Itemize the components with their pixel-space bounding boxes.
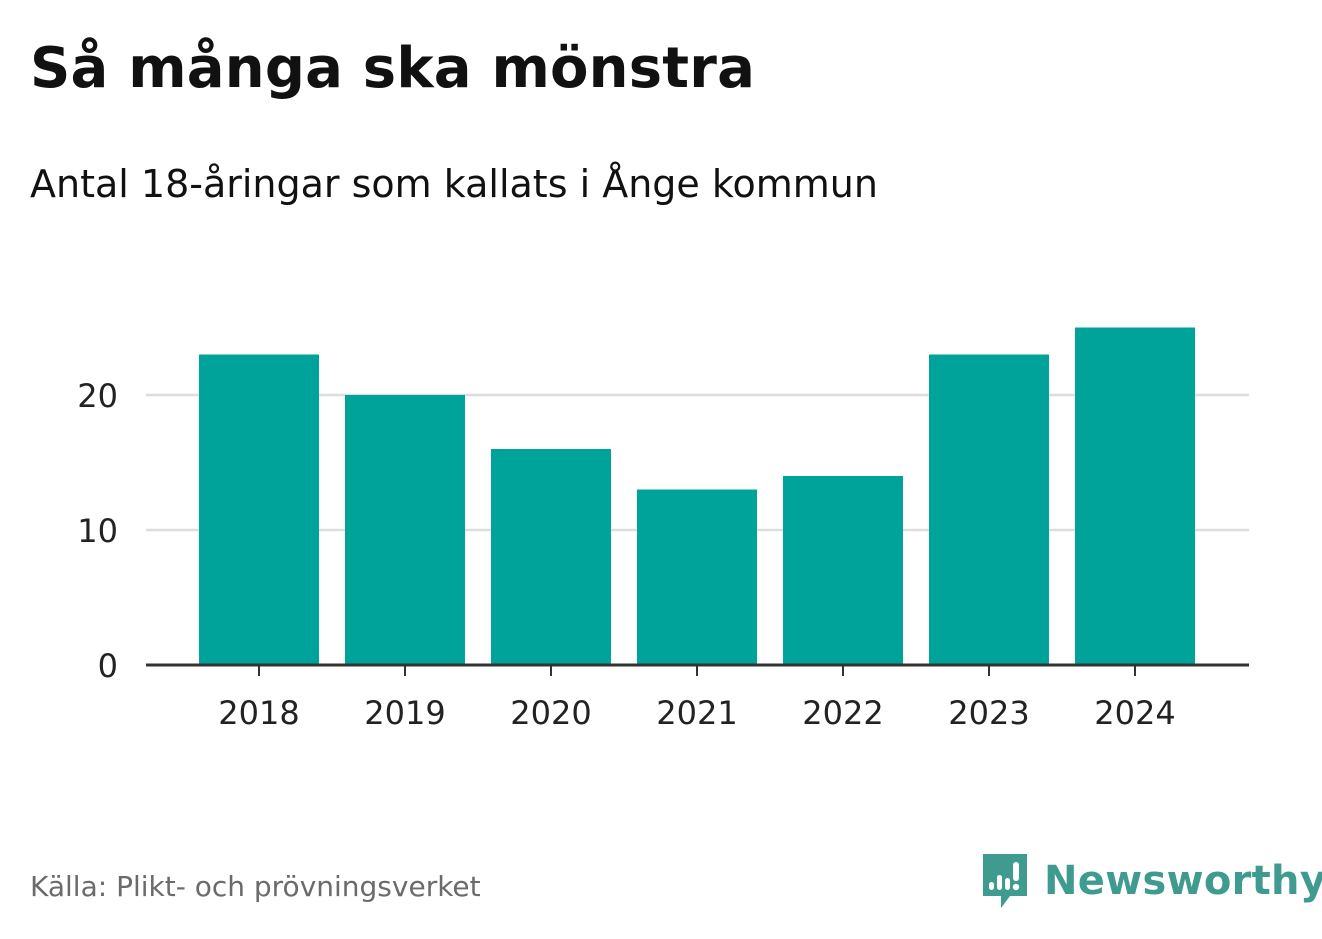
brand-logo: Newsworthy (980, 852, 1322, 910)
bar-chart: 2018 2019 2020 2021 2022 2023 2024 0 10 20 (77, 327, 1249, 732)
x-tick-label: 2020 (510, 694, 591, 732)
bar-2019 (345, 395, 465, 665)
x-tick-label: 2018 (218, 694, 299, 732)
y-tick-label: 0 (98, 647, 118, 685)
x-tick-label: 2019 (364, 694, 445, 732)
brand-name: Newsworthy (1044, 858, 1322, 904)
x-tick-label: 2022 (802, 694, 883, 732)
bar-2022 (783, 476, 903, 665)
newsworthy-logo-icon (983, 854, 1027, 908)
x-tick-label: 2023 (948, 694, 1029, 732)
x-tick-label: 2021 (656, 694, 737, 732)
y-tick-label: 20 (77, 377, 118, 415)
y-axis-ticks: 0 10 20 (77, 377, 118, 685)
bar-2021 (637, 489, 757, 665)
bar-2018 (199, 354, 319, 665)
bars (199, 327, 1195, 665)
chart-title: Så många ska mönstra (30, 36, 756, 101)
x-axis-ticks: 2018 2019 2020 2021 2022 2023 2024 (218, 665, 1176, 732)
y-tick-label: 10 (77, 512, 118, 550)
chart-subtitle: Antal 18-åringar som kallats i Ånge komm… (30, 162, 878, 206)
source-note: Källa: Plikt- och prövningsverket (30, 870, 481, 903)
bar-2024 (1075, 327, 1195, 665)
x-tick-label: 2024 (1094, 694, 1175, 732)
bar-2023 (929, 354, 1049, 665)
bar-2020 (491, 449, 611, 665)
